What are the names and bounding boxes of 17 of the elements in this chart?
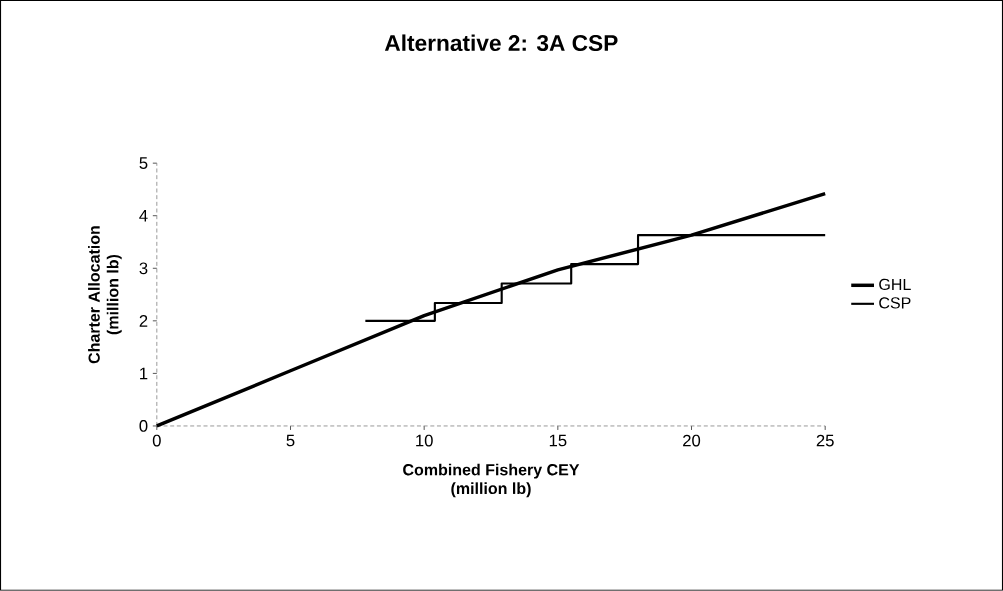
y-tick-label: 0 (139, 420, 148, 432)
y-tick-label: 5 (139, 157, 148, 170)
y-tick-label: 1 (140, 367, 148, 380)
x-tick-label: 15 (549, 434, 567, 447)
legend-label: CSP (879, 297, 911, 309)
chart-title: Alternative 2: 3A CSP (384, 34, 618, 52)
x-tick-label: 5 (286, 434, 295, 447)
x-tick-label: 25 (816, 434, 834, 447)
legend-label: GHL (879, 278, 911, 291)
y-axis-title: Charter Allocation (million lb) (88, 226, 122, 364)
x-tick-label: 10 (416, 434, 433, 447)
x-tick-label: 20 (683, 434, 701, 447)
y-tick-label: 4 (139, 210, 148, 222)
y-tick-label: 3 (139, 262, 148, 275)
x-axis-title: Combined Fishery CEY (million lb) (403, 463, 580, 498)
x-tick-label: 0 (152, 434, 161, 447)
y-tick-label: 2 (139, 315, 148, 327)
